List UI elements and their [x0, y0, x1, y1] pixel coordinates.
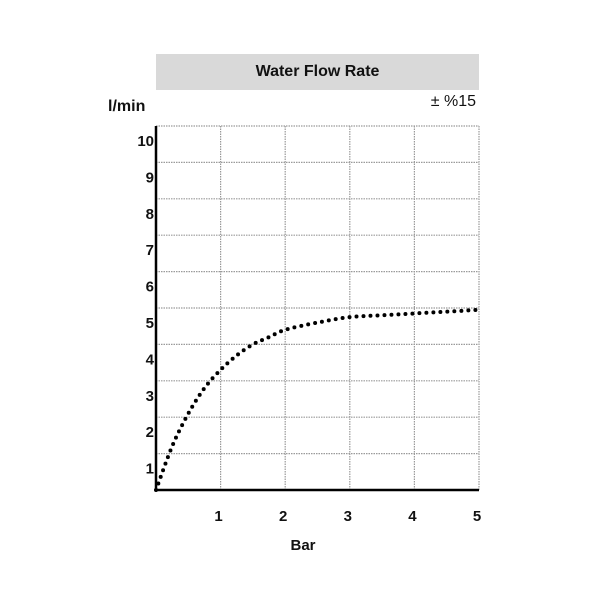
y-axis-label: l/min: [108, 98, 146, 115]
y-tick-label: 9: [146, 169, 154, 186]
y-tick-label: 3: [146, 388, 154, 405]
tolerance-annotation: ± %15: [430, 93, 476, 110]
x-axis-label-row: Bar: [0, 537, 600, 554]
x-tick-label: 5: [473, 508, 481, 525]
x-tick-label: 3: [344, 508, 352, 525]
chart-title: Water Flow Rate: [255, 63, 380, 80]
x-tick-label: 4: [408, 508, 417, 525]
series: [154, 307, 481, 492]
x-tick-label: 1: [214, 508, 222, 525]
y-tick-label: 7: [146, 242, 154, 259]
tick-labels: 1 2 3 4 5 1 2 3 4 5 6 7 8 9 10: [137, 133, 481, 525]
y-tick-label: 8: [146, 206, 154, 223]
flow-rate-curve: [154, 307, 481, 492]
y-tick-label: 1: [146, 461, 154, 478]
x-axis-label: Bar: [290, 537, 316, 554]
y-tick-label: 4: [146, 351, 155, 368]
y-tick-label: 2: [146, 424, 154, 441]
y-tick-label: 10: [137, 133, 154, 150]
axes: [154, 126, 479, 492]
grid: [156, 125, 480, 490]
y-tick-label: 5: [146, 315, 154, 332]
y-tick-label: 6: [146, 279, 154, 296]
chart-title-bar: Water Flow Rate: [156, 54, 479, 90]
x-tick-label: 2: [279, 508, 287, 525]
